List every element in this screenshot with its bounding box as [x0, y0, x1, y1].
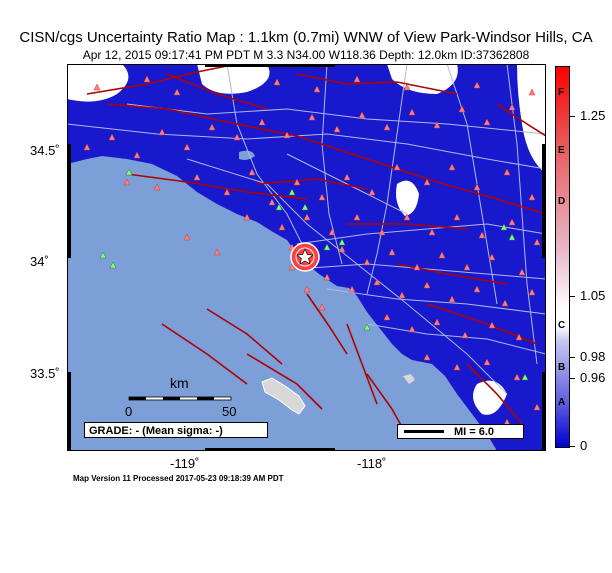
colorbar-value-0-98: 0.98 [580, 349, 606, 364]
seismic-stations [83, 75, 541, 426]
fault-offshore-5 [306, 293, 348, 355]
strong-motion-stations [99, 168, 529, 381]
map-edge-ticks [67, 64, 546, 451]
patch-n [197, 64, 270, 94]
colorbar-letter-e: E [558, 145, 565, 156]
fault-offshore-4 [346, 323, 378, 405]
island-small [403, 374, 415, 384]
grade-box: GRADE: - (Mean sigma: -) [84, 422, 268, 438]
fault-offshore-7 [466, 363, 523, 425]
patch-ne2 [517, 64, 546, 174]
fault-1 [86, 64, 238, 95]
mi-legend-bar [404, 430, 444, 433]
scale-label-right: 50 [222, 404, 237, 419]
fault-san-andreas [106, 103, 546, 215]
patch-ne1 [387, 64, 458, 94]
epicenter-marker [290, 242, 320, 272]
low-coverage-patches [67, 64, 546, 415]
catalina-island [261, 377, 306, 415]
patch-se [473, 380, 507, 415]
fault-offshore-3 [246, 353, 323, 410]
scale-title: km [170, 375, 189, 391]
colorbar-letter-f: F [558, 87, 565, 98]
colorbar-tick [570, 357, 575, 358]
lon-label-118: -118˚ [357, 456, 387, 471]
colorbar-tick [570, 446, 575, 447]
fault-5 [256, 178, 368, 190]
uncertainty-map [67, 64, 546, 451]
colorbar-tick [570, 378, 575, 379]
patch-nw [67, 64, 129, 102]
map-version-footer: Map Version 11 Processed 2017-05-23 09:1… [73, 474, 284, 483]
scale-label-left: 0 [125, 404, 133, 419]
fault-offshore-1 [161, 323, 248, 385]
fault-9 [496, 103, 546, 137]
colorbar-letter-b: B [558, 362, 566, 373]
lat-label-34-5: 34.5˚ [30, 143, 60, 158]
colorbar-tick [570, 116, 575, 117]
colorbar-tick [570, 296, 575, 297]
fault-6 [347, 223, 468, 230]
fault-3 [296, 73, 458, 95]
map-subtitle: Apr 12, 2015 09:17:41 PM PDT M 3.3 N34.0… [82, 48, 530, 62]
colorbar-letter-c: C [558, 320, 566, 331]
fault-4 [126, 173, 308, 200]
lat-label-34: 34˚ [30, 254, 49, 269]
colorbar-value-0-96: 0.96 [580, 370, 606, 385]
map-title: CISN/cgs Uncertainty Ratio Map : 1.1km (… [19, 29, 593, 46]
fault-2 [166, 73, 268, 110]
colorbar-value-1-25: 1.25 [580, 108, 606, 123]
colorbar-letter-d: D [558, 196, 566, 207]
colorbar-value-1-05: 1.05 [580, 288, 606, 303]
lon-label-119: -119˚ [170, 456, 200, 471]
scale-bar [128, 396, 232, 401]
mi-legend-text: MI = 6.0 [454, 426, 495, 438]
colorbar-value-0: 0 [580, 438, 588, 453]
epicenter-star [296, 248, 314, 265]
mi-legend: MI = 6.0 [397, 424, 524, 439]
fault-offshore-2 [206, 308, 283, 365]
lat-label-33-5: 33.5˚ [30, 366, 60, 381]
colorbar-letter-a: A [558, 397, 566, 408]
fault-7 [396, 263, 508, 285]
color-scale-bar [555, 66, 570, 448]
patch-mid [396, 180, 419, 216]
road-network [67, 64, 546, 395]
